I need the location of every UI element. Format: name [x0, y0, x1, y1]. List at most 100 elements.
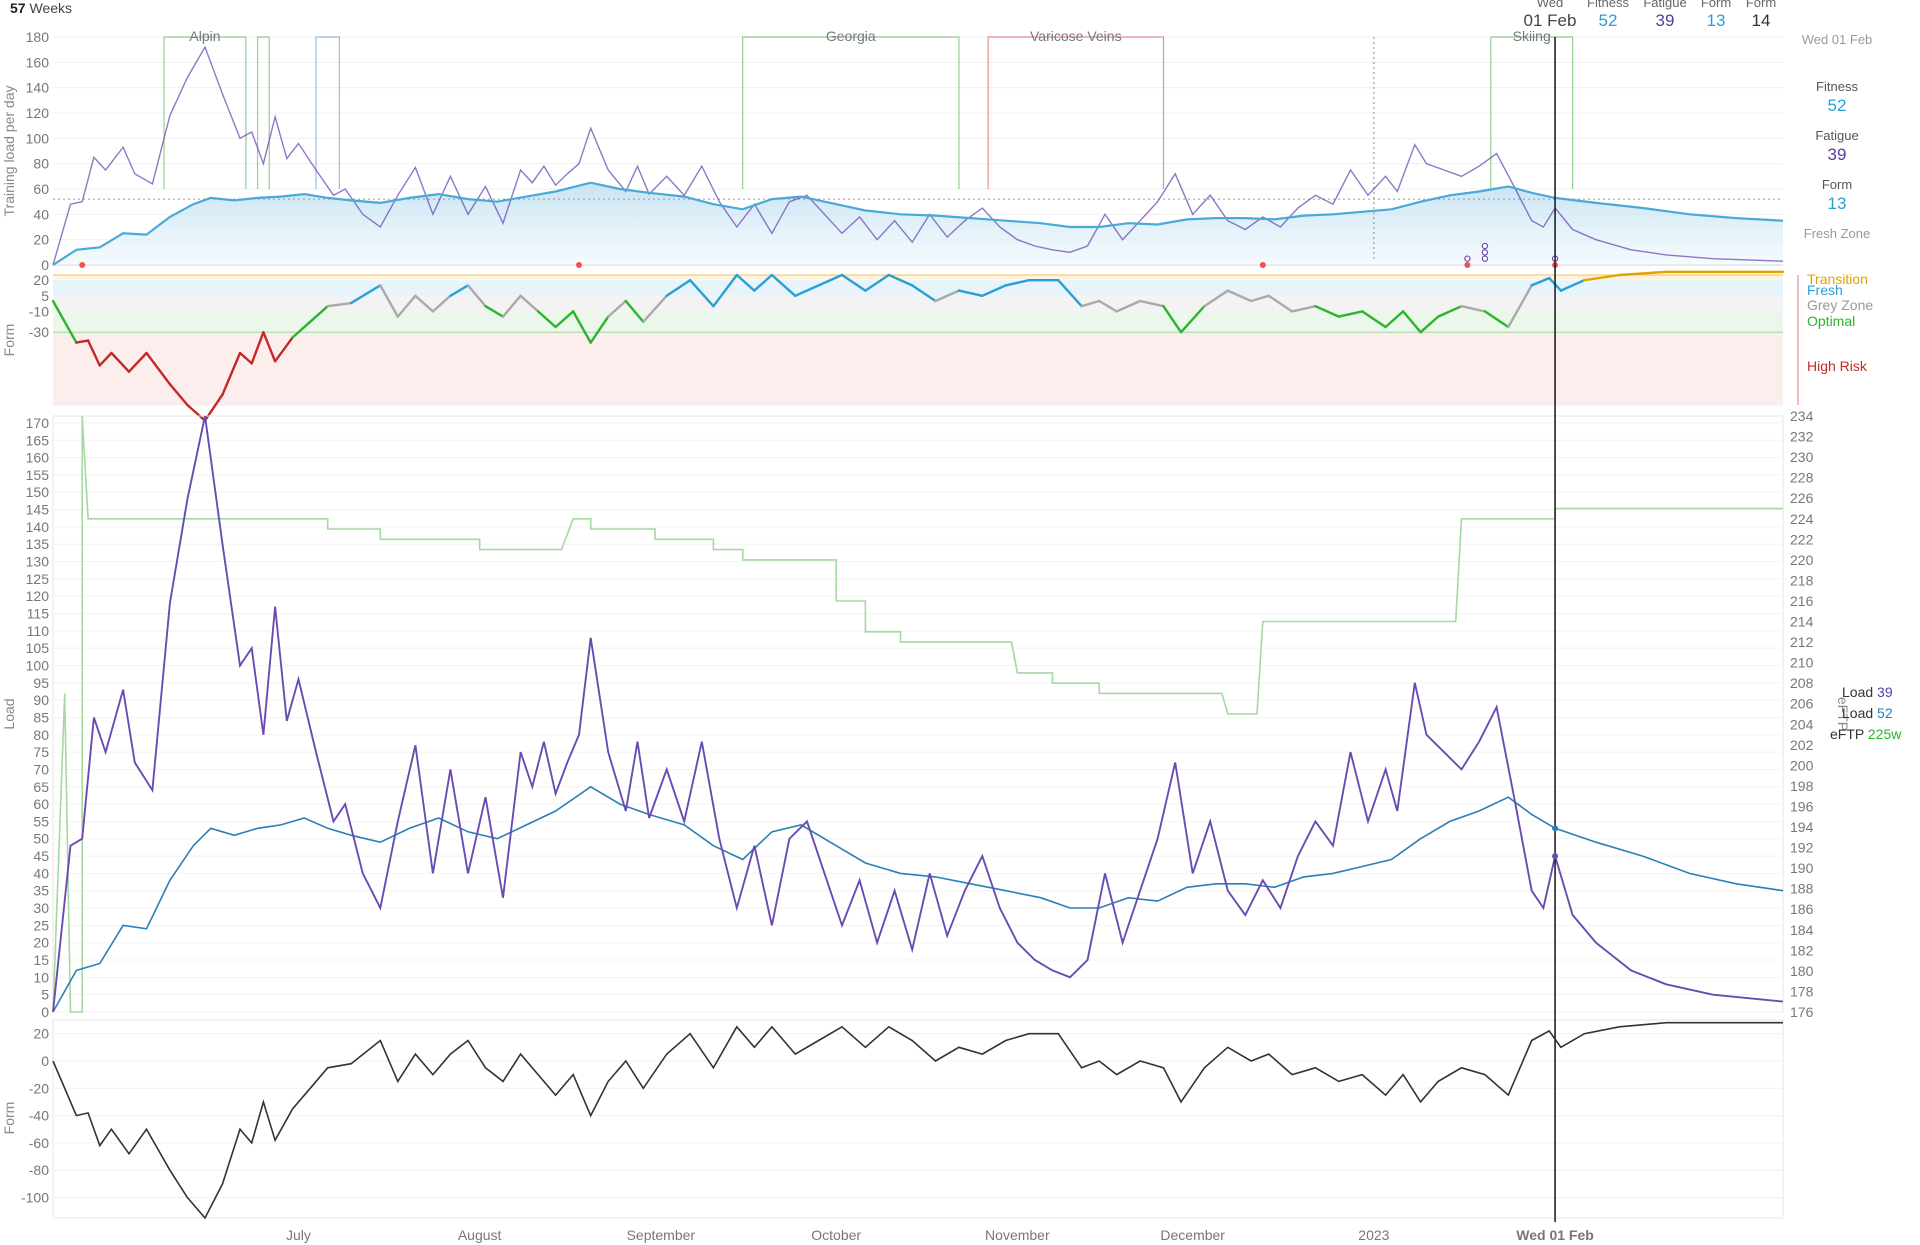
- form-zone-segment: [51, 299, 78, 344]
- tick-label-load: 170: [26, 415, 50, 431]
- form-zone-segment: [735, 273, 756, 292]
- form-zone-segment: [817, 273, 844, 287]
- zone-optimal: Optimal: [1807, 313, 1856, 329]
- tick-label-eftp: 202: [1790, 737, 1814, 753]
- zone-grey: Grey Zone: [1807, 297, 1874, 313]
- tick-label-load-day: 80: [33, 156, 49, 172]
- weeks-label[interactable]: 57 Weeks: [10, 0, 72, 16]
- form-zone-segment: [1530, 276, 1551, 287]
- tick-label-load: 100: [26, 657, 50, 673]
- fatigue-line-small: [52, 45, 1784, 266]
- form-zone-segment: [291, 320, 312, 339]
- tick-label-eftp: 222: [1790, 531, 1814, 547]
- tick-label-eftp: 178: [1790, 983, 1814, 999]
- event-marker-dot: [576, 262, 583, 268]
- month-tick-label: August: [458, 1227, 502, 1243]
- tick-label-load: 160: [26, 450, 50, 466]
- header-date-day: Wed: [1536, 0, 1564, 10]
- tick-label-load-day: 120: [26, 105, 50, 121]
- tick-label-eftp: 220: [1790, 552, 1814, 568]
- tick-label-form: -20: [29, 1080, 49, 1096]
- form-zone-segment: [665, 279, 692, 297]
- side-date: Wed 01 Feb: [1801, 32, 1873, 47]
- header-fatigue-value: 39: [1655, 11, 1675, 30]
- event-bracket: [742, 36, 960, 189]
- header-form2-label: Form: [1745, 0, 1777, 10]
- form-zone-segment: [221, 351, 242, 396]
- form-zone-segment: [1097, 299, 1118, 313]
- form-zone-band: [53, 332, 1783, 405]
- form-zone-segment: [75, 339, 90, 344]
- form-zone-segment: [308, 305, 329, 323]
- tick-label-eftp: 200: [1790, 757, 1814, 773]
- form-zone-segment: [607, 299, 627, 318]
- tick-label-form: 20: [33, 1026, 49, 1042]
- tick-label-form: 0: [41, 1053, 49, 1069]
- legend-eftp: eFTP 225w: [1830, 726, 1901, 742]
- form-zone-segment: [1360, 310, 1387, 329]
- tick-label-eftp: 194: [1790, 819, 1814, 835]
- tick-label-load-day: 60: [33, 181, 49, 197]
- tick-label-load: 150: [26, 484, 50, 500]
- tick-label-load: 155: [26, 467, 50, 483]
- legend-load-fatigue-value: 39: [1877, 684, 1893, 700]
- tick-label-load: 135: [26, 536, 50, 552]
- axis-label-form: Form: [1, 1102, 17, 1135]
- tick-label-eftp: 192: [1790, 840, 1814, 856]
- tick-label-load: 60: [33, 796, 49, 812]
- event-bracket: [315, 36, 340, 189]
- tick-label-load: 15: [33, 952, 49, 968]
- tick-label-load: 105: [26, 640, 50, 656]
- legend-load-fitness-value: 52: [1877, 705, 1893, 721]
- tick-label-eftp: 216: [1790, 593, 1814, 609]
- form-zone-segment: [1290, 305, 1317, 313]
- legend-load-fitness-label: Load: [1842, 705, 1878, 721]
- tick-label-form-zone: 20: [33, 272, 49, 288]
- form-zone-segment: [1419, 315, 1440, 334]
- fitness-line-small: [52, 181, 1784, 266]
- legend-eftp-label: eFTP: [1830, 726, 1868, 742]
- tick-label-form: -60: [29, 1135, 49, 1151]
- axis-label-form-zone: Form: [1, 324, 17, 357]
- tick-label-load: 40: [33, 865, 49, 881]
- form-zone-segment: [449, 284, 470, 297]
- event-label: Skiing: [1513, 28, 1551, 44]
- month-tick-label: December: [1160, 1227, 1225, 1243]
- tick-label-load: 110: [27, 623, 50, 639]
- tick-label-form-zone: -30: [29, 324, 49, 340]
- event-label: Alpin: [189, 28, 220, 44]
- tick-label-load: 145: [26, 502, 50, 518]
- tick-label-eftp: 224: [1790, 511, 1814, 527]
- form-zone-segment: [981, 284, 1007, 297]
- event-marker-dot: [1259, 262, 1266, 268]
- side-fatigue-label: Fatigue: [1815, 128, 1859, 143]
- form-zone-segment: [86, 339, 101, 367]
- cursor-fitness-dot: [1552, 825, 1559, 832]
- form-zone-segment: [127, 351, 148, 373]
- month-tick-label: Wed 01 Feb: [1516, 1227, 1594, 1243]
- header-fatigue-label: Fatigue: [1643, 0, 1687, 10]
- form-zone-segment: [186, 403, 207, 422]
- form-zone-segment: [145, 351, 172, 386]
- tick-label-load: 115: [27, 606, 50, 622]
- side-fatigue: Fatigue 39: [1788, 128, 1886, 166]
- event-marker-dot: [79, 262, 86, 268]
- tick-label-eftp: 230: [1790, 449, 1814, 465]
- form-zone-segment: [910, 284, 937, 303]
- form-zone-segment: [1004, 279, 1031, 287]
- tick-label-eftp: 206: [1790, 696, 1814, 712]
- header-fatigue: Fatigue 39: [1638, 0, 1692, 32]
- note-marker: [1481, 249, 1489, 256]
- tick-label-eftp: 234: [1790, 408, 1814, 424]
- form-zone-segment: [1483, 310, 1510, 329]
- form-zone-segment: [1507, 284, 1533, 329]
- tick-label-eftp: 210: [1790, 655, 1814, 671]
- tick-label-load: 75: [33, 744, 49, 760]
- form-zone-segment: [1249, 294, 1270, 303]
- form-zone-segment: [349, 284, 382, 305]
- event-bracket: [987, 36, 1165, 189]
- tick-label-load: 35: [33, 883, 49, 899]
- event-marker-dot: [1464, 262, 1471, 268]
- form-zone-segment: [1583, 273, 1621, 282]
